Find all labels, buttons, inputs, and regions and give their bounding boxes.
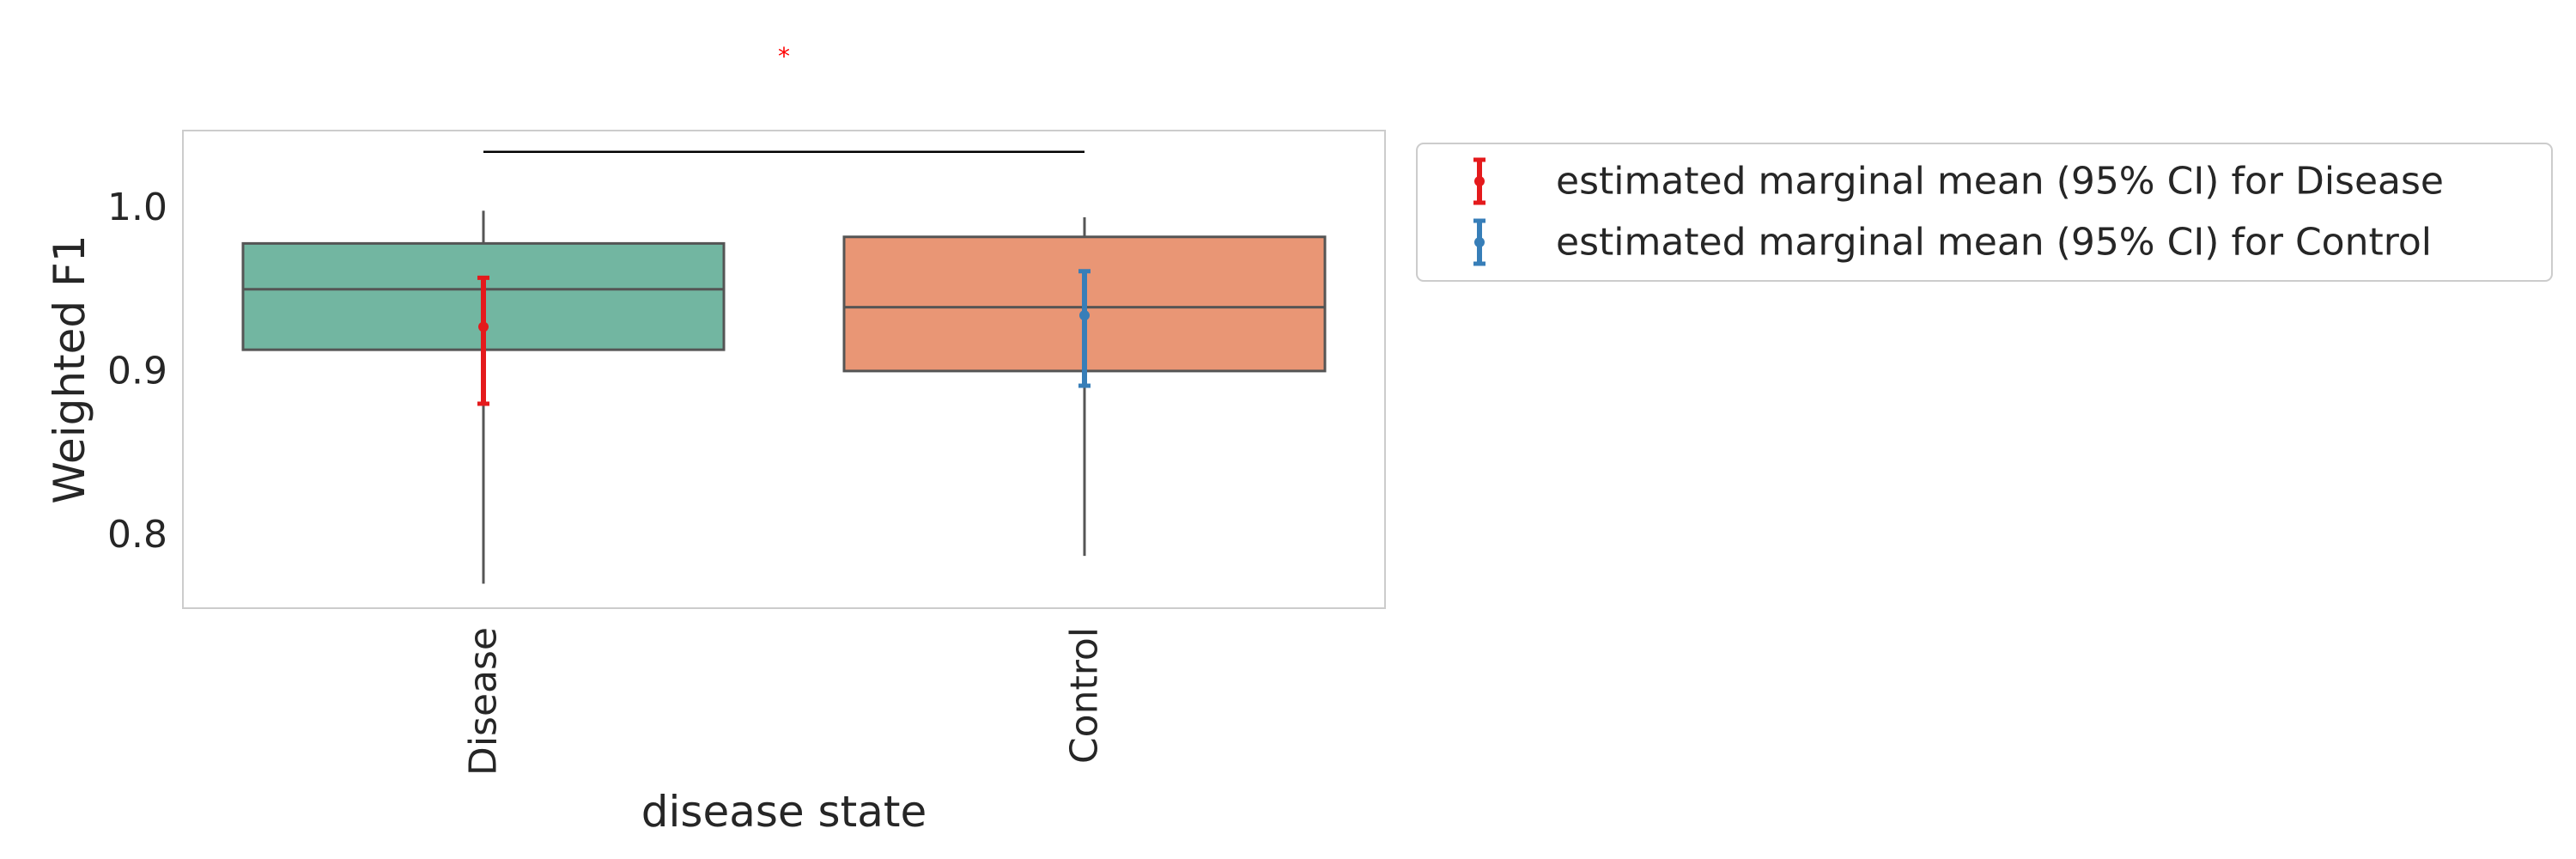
x-tick-label: Disease [462,627,506,776]
mean-point-control [1079,310,1090,321]
x-axis: Disease Control [462,627,1107,776]
significance-star: * [778,42,790,70]
x-axis-label: disease state [641,787,927,837]
significance-annotation: * [483,42,1084,154]
y-axis-label: Weighted F1 [45,235,94,503]
legend-frame [1416,143,2553,282]
marginal-means [477,269,1091,406]
x-tick-label: Control [1063,627,1107,764]
y-tick-label: 0.9 [107,349,167,393]
mean-point-disease [478,321,489,332]
legend: estimated marginal mean (95% CI) for Dis… [1416,143,2553,282]
y-tick-label: 0.8 [107,513,167,557]
legend-label: estimated marginal mean (95% CI) for Dis… [1556,160,2444,204]
legend-label: estimated marginal mean (95% CI) for Con… [1556,221,2432,265]
y-axis: 0.8 0.9 1.0 [107,186,167,557]
y-tick-label: 1.0 [107,186,167,229]
legend-marker-point [1474,237,1485,247]
legend-marker-point [1474,176,1485,186]
